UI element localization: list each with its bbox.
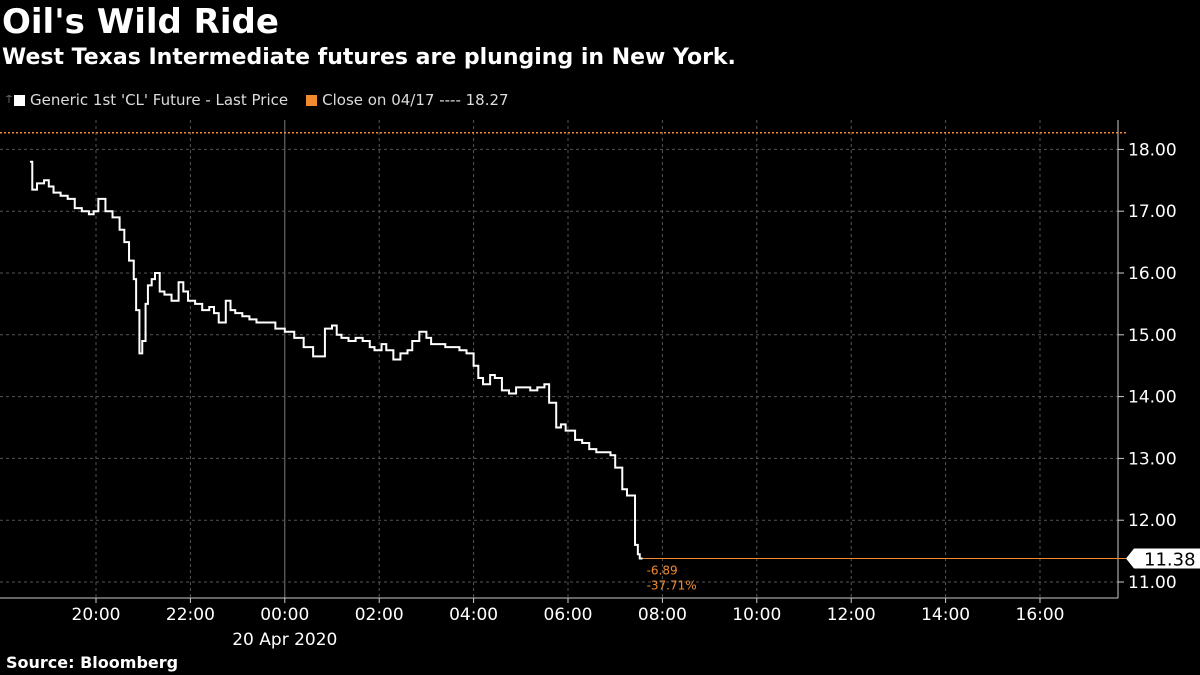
legend-label-series: Generic 1st 'CL' Future - Last Price bbox=[30, 91, 289, 109]
x-tick-label: 04:00 bbox=[449, 605, 498, 625]
legend-label-close: Close on 04/17 ---- 18.27 bbox=[322, 91, 509, 109]
source-note: Source: Bloomberg bbox=[6, 653, 179, 672]
x-tick-label: 00:00 bbox=[260, 605, 309, 625]
x-tick-label: 16:00 bbox=[1016, 605, 1065, 625]
x-tick-label: 14:00 bbox=[921, 605, 970, 625]
y-tick-label: 13.00 bbox=[1128, 449, 1177, 469]
legend-item-series: ⍑ Generic 1st 'CL' Future - Last Price bbox=[6, 91, 288, 109]
y-tick-label: 14.00 bbox=[1128, 388, 1177, 408]
change-absolute-label: -6.89 bbox=[647, 564, 678, 578]
y-tick-label: 18.00 bbox=[1128, 140, 1177, 160]
chart-subtitle: West Texas Intermediate futures are plun… bbox=[2, 45, 736, 70]
change-percent-label: -37.71% bbox=[647, 579, 697, 593]
y-tick-label: 17.00 bbox=[1128, 202, 1177, 222]
legend-swatch-close bbox=[306, 94, 318, 106]
x-tick-label: 10:00 bbox=[732, 605, 781, 625]
y-tick-label: 12.00 bbox=[1128, 511, 1177, 531]
x-tick-label: 02:00 bbox=[355, 605, 404, 625]
x-tick-label: 06:00 bbox=[544, 605, 593, 625]
x-tick-label: 08:00 bbox=[638, 605, 687, 625]
last-value-label: 11.38 bbox=[1144, 550, 1196, 571]
chart-title: Oil's Wild Ride bbox=[2, 2, 279, 42]
legend-swatch-series bbox=[14, 94, 25, 106]
y-tick-label: 11.00 bbox=[1128, 573, 1177, 593]
x-date-label: 20 Apr 2020 bbox=[232, 630, 337, 650]
x-tick-label: 12:00 bbox=[827, 605, 876, 625]
price-series-line bbox=[29, 160, 643, 560]
legend-item-close: Close on 04/17 ---- 18.27 bbox=[306, 91, 509, 109]
legend: ⍑ Generic 1st 'CL' Future - Last Price C… bbox=[6, 91, 527, 109]
x-tick-label: 20:00 bbox=[72, 605, 121, 625]
x-tick-label: 22:00 bbox=[166, 605, 215, 625]
y-tick-label: 16.00 bbox=[1128, 264, 1177, 284]
y-tick-label: 15.00 bbox=[1128, 326, 1177, 346]
legend-pin-icon: ⍑ bbox=[6, 94, 12, 106]
last-value-badge bbox=[1126, 548, 1200, 569]
